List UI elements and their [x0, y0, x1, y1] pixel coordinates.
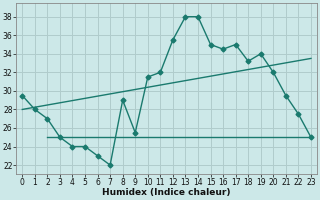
X-axis label: Humidex (Indice chaleur): Humidex (Indice chaleur) — [102, 188, 231, 197]
